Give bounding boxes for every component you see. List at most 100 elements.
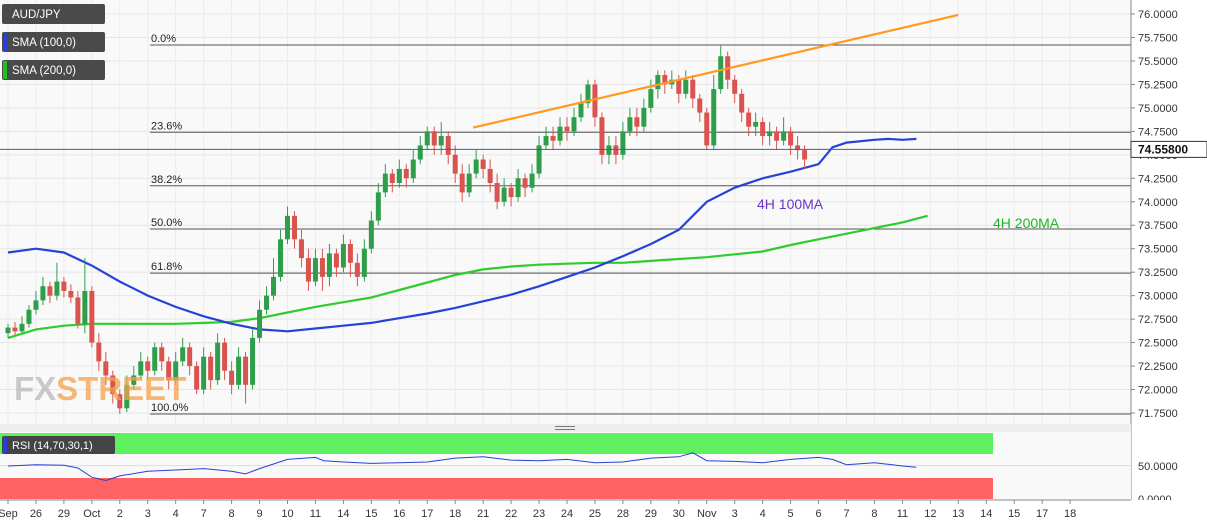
candle [480, 154, 486, 179]
candle [410, 150, 416, 183]
candle [138, 351, 144, 381]
candle [641, 98, 647, 132]
candle [26, 305, 32, 328]
candle [291, 211, 297, 249]
price-tick-label: 76.0000 [1138, 9, 1178, 21]
candle [82, 258, 88, 334]
fib-layer: 0.0% 23.6% 38.2% 50.0% 61.8% 100.0% [150, 33, 1131, 415]
candle [375, 182, 381, 226]
price-tick-label: 74.0000 [1138, 197, 1178, 209]
candle [788, 126, 794, 155]
candle [236, 347, 242, 390]
time-tick-label: 3 [145, 508, 151, 520]
time-tick-label: Oct [83, 508, 100, 520]
candle [333, 248, 339, 277]
annotation-100ma: 4H 100MA [757, 196, 824, 212]
candle [732, 75, 738, 104]
candle [33, 290, 39, 315]
legend-item[interactable]: AUD/JPY [2, 4, 105, 24]
time-tick-label: 21 [477, 508, 489, 520]
candle [194, 361, 200, 395]
candle [285, 206, 290, 245]
price-axis [1131, 0, 1207, 500]
candle [515, 168, 521, 202]
candle [529, 164, 535, 193]
candle [166, 356, 172, 390]
candle [690, 75, 696, 108]
candle [704, 107, 710, 151]
price-tick-label: 72.7500 [1138, 314, 1178, 326]
candle [68, 284, 74, 304]
price-tick-label: 74.7500 [1138, 126, 1178, 138]
candle [634, 107, 640, 137]
price-tick-label: 75.7500 [1138, 32, 1178, 44]
legend-item[interactable]: SMA (100,0) [2, 32, 105, 52]
sma200-line [7, 214, 928, 339]
candle [753, 112, 759, 137]
candle [131, 366, 137, 390]
time-tick-label: 17 [1036, 508, 1048, 520]
price-panel [0, 0, 1131, 424]
candle [12, 321, 18, 336]
candle [683, 70, 689, 99]
panel-splitter[interactable] [0, 424, 1131, 432]
candle [312, 248, 318, 287]
candle [173, 351, 179, 385]
candle [571, 107, 577, 137]
candle [760, 117, 766, 146]
price-tick-label: 73.2500 [1138, 267, 1178, 279]
time-tick-label: 28 [617, 508, 629, 520]
time-tick-label: 30 [673, 508, 685, 520]
time-tick-label: 17 [421, 508, 433, 520]
candle [697, 93, 703, 122]
time-tick-label: 12 [924, 508, 936, 520]
time-tick-label: 8 [229, 508, 235, 520]
candle [550, 126, 556, 151]
candle [557, 117, 563, 146]
candle [403, 164, 409, 188]
candle [746, 107, 752, 137]
candle [452, 145, 458, 183]
time-tick-label: 5 [788, 508, 794, 520]
candle [578, 93, 584, 122]
candle [319, 248, 325, 291]
candle [417, 136, 423, 165]
candle [187, 342, 193, 376]
price-tick-label: 73.0000 [1138, 291, 1178, 303]
rsi-legend-label: RSI (14,70,30,1) [12, 440, 93, 452]
candle [592, 79, 598, 127]
candle [739, 89, 745, 122]
time-tick-label: 7 [201, 508, 207, 520]
fib-level-label: 50.0% [151, 217, 182, 229]
time-axis-labels: Sep 26 29 Oct 2 3 4 7 8 9 10 11 14 15 16 17 18 21 22 23 24 25… [0, 500, 1076, 520]
time-tick-label: 15 [1008, 508, 1020, 520]
legend-label: SMA (100,0) [12, 37, 76, 49]
candle [152, 342, 158, 376]
time-tick-label: 2 [117, 508, 123, 520]
time-tick-label: 14 [337, 508, 349, 520]
time-tick-label: 18 [449, 508, 461, 520]
candle [40, 276, 46, 306]
time-tick-label: 16 [393, 508, 405, 520]
candle [124, 375, 130, 413]
candle [564, 117, 570, 141]
candle [110, 370, 116, 404]
time-tick-label: 3 [732, 508, 738, 520]
price-tick-label: 75.0000 [1138, 103, 1178, 115]
legend-item[interactable]: SMA (200,0) [2, 60, 105, 80]
time-tick-label: 29 [58, 508, 70, 520]
price-tick-label: 72.2500 [1138, 361, 1178, 373]
time-axis [0, 500, 1207, 526]
time-tick-label: 22 [505, 508, 517, 520]
candle [431, 126, 437, 155]
candle [620, 121, 626, 160]
candle [264, 286, 270, 315]
price-tick-label: 75.2500 [1138, 79, 1178, 91]
time-tick-label: 6 [815, 508, 821, 520]
rsi-tick-label: 50.0000 [1138, 461, 1178, 473]
candle [627, 107, 633, 137]
candle [347, 239, 353, 277]
candle [354, 253, 360, 287]
candle [215, 333, 221, 385]
